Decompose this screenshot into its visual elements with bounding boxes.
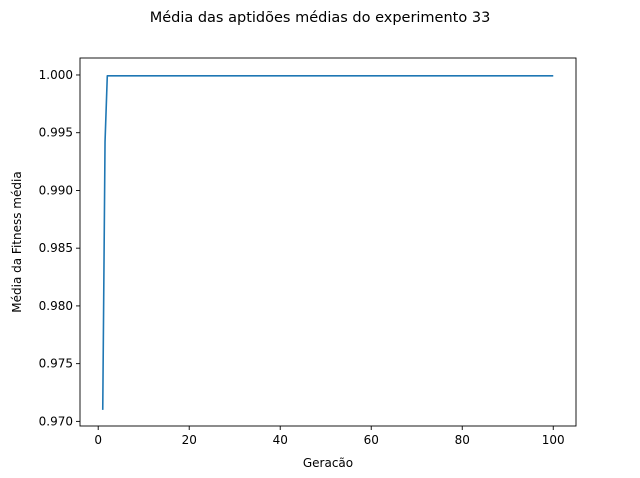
plot-frame — [79, 57, 577, 427]
chart-title: Média das aptidões médias do experimento… — [150, 10, 491, 26]
y-tick-label: 0.995 — [39, 126, 73, 140]
series-line-0 — [101, 74, 554, 410]
y-tick-label: 0.970 — [39, 414, 73, 428]
x-tick-label: 40 — [273, 433, 288, 447]
x-tick-label: 60 — [364, 433, 379, 447]
y-tick-label: 0.975 — [39, 357, 73, 371]
x-tick-label: 20 — [182, 433, 197, 447]
x-tick-label: 80 — [455, 433, 470, 447]
y-tick-label: 0.985 — [39, 241, 73, 255]
x-axis-label: Geracão — [303, 456, 353, 470]
y-tick-label: 0.980 — [39, 299, 73, 313]
x-tick-label: 0 — [94, 433, 102, 447]
y-tick-label: 0.990 — [39, 183, 73, 197]
y-tick-label: 1.000 — [39, 68, 73, 82]
y-axis-label: Média da Fitness média — [10, 171, 24, 312]
x-tick-label: 100 — [542, 433, 565, 447]
plot-area: 0 20 40 60 80 100 0.970 0.975 0.980 0.985 0.990 0.9… — [39, 57, 577, 447]
